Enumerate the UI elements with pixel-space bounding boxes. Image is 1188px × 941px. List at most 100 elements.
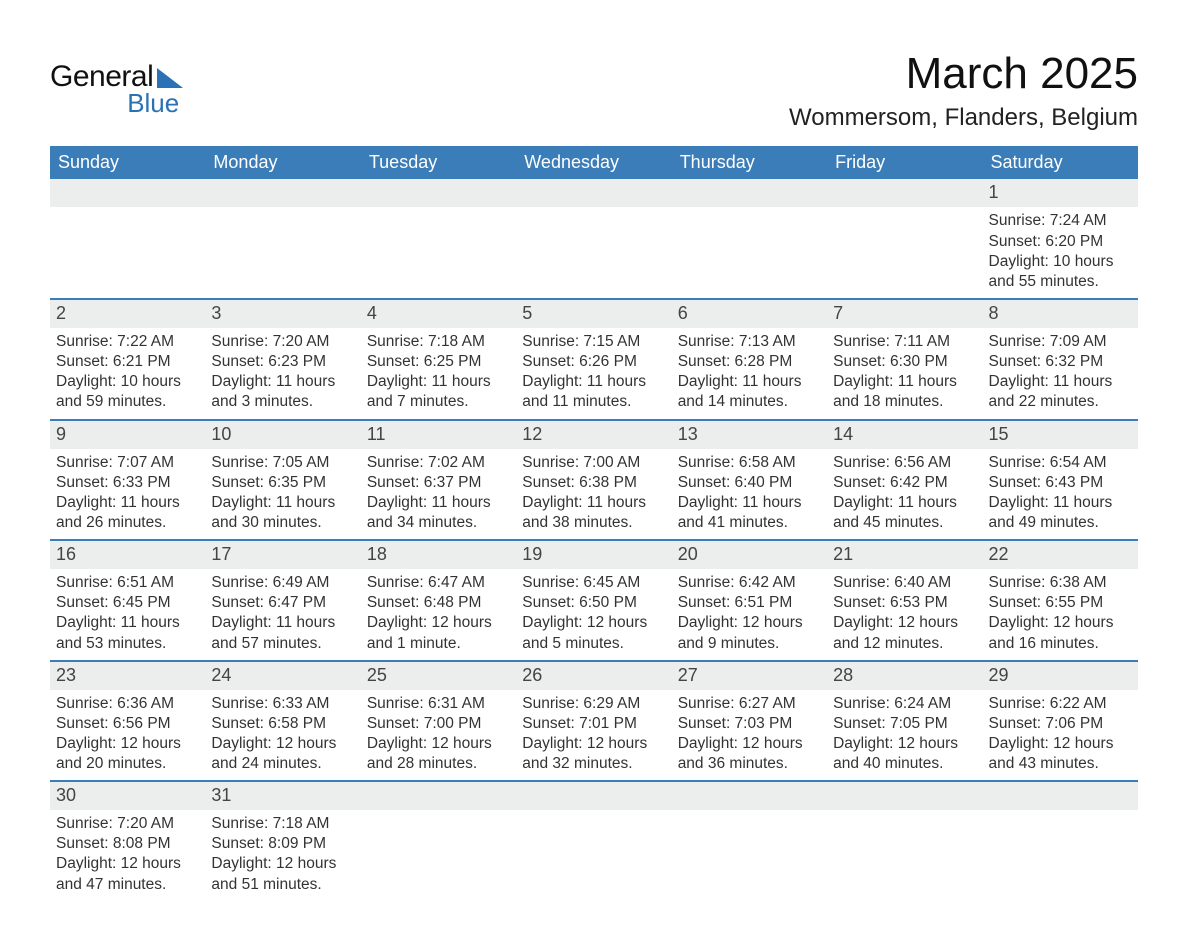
day-number — [516, 782, 671, 810]
day-day1: Daylight: 11 hours — [989, 372, 1132, 392]
day-sunrise: Sunrise: 6:42 AM — [678, 573, 821, 593]
day-number: 8 — [983, 300, 1138, 328]
day-sunrise: Sunrise: 6:58 AM — [678, 453, 821, 473]
day-body — [516, 810, 671, 820]
day-sunset: Sunset: 6:51 PM — [678, 593, 821, 613]
day-sunset: Sunset: 8:08 PM — [56, 834, 199, 854]
day-number: 14 — [827, 421, 982, 449]
day-sunset: Sunset: 6:20 PM — [989, 232, 1132, 252]
day-cell: 9Sunrise: 7:07 AMSunset: 6:33 PMDaylight… — [50, 421, 205, 540]
day-cell: 14Sunrise: 6:56 AMSunset: 6:42 PMDayligh… — [827, 421, 982, 540]
day-body: Sunrise: 7:22 AMSunset: 6:21 PMDaylight:… — [50, 328, 205, 419]
day-cell-empty — [672, 782, 827, 901]
day-cell-empty — [827, 782, 982, 901]
day-body: Sunrise: 6:47 AMSunset: 6:48 PMDaylight:… — [361, 569, 516, 660]
day-sunset: Sunset: 6:40 PM — [678, 473, 821, 493]
day-day2: and 16 minutes. — [989, 634, 1132, 654]
day-body: Sunrise: 7:13 AMSunset: 6:28 PMDaylight:… — [672, 328, 827, 419]
day-day1: Daylight: 12 hours — [989, 734, 1132, 754]
day-sunset: Sunset: 7:06 PM — [989, 714, 1132, 734]
day-cell: 10Sunrise: 7:05 AMSunset: 6:35 PMDayligh… — [205, 421, 360, 540]
day-number: 7 — [827, 300, 982, 328]
day-body: Sunrise: 7:09 AMSunset: 6:32 PMDaylight:… — [983, 328, 1138, 419]
day-sunset: Sunset: 6:28 PM — [678, 352, 821, 372]
weekday-monday: Monday — [205, 146, 360, 179]
day-sunrise: Sunrise: 7:09 AM — [989, 332, 1132, 352]
day-sunset: Sunset: 8:09 PM — [211, 834, 354, 854]
day-cell-empty — [516, 179, 671, 298]
day-number: 23 — [50, 662, 205, 690]
day-day2: and 1 minute. — [367, 634, 510, 654]
day-cell: 15Sunrise: 6:54 AMSunset: 6:43 PMDayligh… — [983, 421, 1138, 540]
day-body: Sunrise: 7:18 AMSunset: 6:25 PMDaylight:… — [361, 328, 516, 419]
day-body: Sunrise: 6:54 AMSunset: 6:43 PMDaylight:… — [983, 449, 1138, 540]
day-day2: and 59 minutes. — [56, 392, 199, 412]
day-day2: and 47 minutes. — [56, 875, 199, 895]
day-sunrise: Sunrise: 7:22 AM — [56, 332, 199, 352]
day-sunrise: Sunrise: 6:27 AM — [678, 694, 821, 714]
day-day2: and 9 minutes. — [678, 634, 821, 654]
day-day2: and 12 minutes. — [833, 634, 976, 654]
day-cell: 7Sunrise: 7:11 AMSunset: 6:30 PMDaylight… — [827, 300, 982, 419]
day-day2: and 40 minutes. — [833, 754, 976, 774]
day-day1: Daylight: 11 hours — [211, 613, 354, 633]
day-body: Sunrise: 6:24 AMSunset: 7:05 PMDaylight:… — [827, 690, 982, 781]
day-number: 22 — [983, 541, 1138, 569]
day-day2: and 49 minutes. — [989, 513, 1132, 533]
day-sunrise: Sunrise: 6:45 AM — [522, 573, 665, 593]
day-cell: 25Sunrise: 6:31 AMSunset: 7:00 PMDayligh… — [361, 662, 516, 781]
day-day2: and 43 minutes. — [989, 754, 1132, 774]
day-body — [361, 207, 516, 217]
day-number: 2 — [50, 300, 205, 328]
day-body: Sunrise: 7:20 AMSunset: 8:08 PMDaylight:… — [50, 810, 205, 901]
day-sunrise: Sunrise: 7:11 AM — [833, 332, 976, 352]
day-sunset: Sunset: 6:26 PM — [522, 352, 665, 372]
weekday-sunday: Sunday — [50, 146, 205, 179]
day-cell: 29Sunrise: 6:22 AMSunset: 7:06 PMDayligh… — [983, 662, 1138, 781]
day-cell-empty — [50, 179, 205, 298]
day-body: Sunrise: 7:00 AMSunset: 6:38 PMDaylight:… — [516, 449, 671, 540]
day-sunrise: Sunrise: 7:18 AM — [367, 332, 510, 352]
day-sunset: Sunset: 7:00 PM — [367, 714, 510, 734]
day-number — [361, 782, 516, 810]
day-day2: and 45 minutes. — [833, 513, 976, 533]
day-day1: Daylight: 12 hours — [367, 613, 510, 633]
day-body: Sunrise: 7:18 AMSunset: 8:09 PMDaylight:… — [205, 810, 360, 901]
day-day1: Daylight: 11 hours — [522, 372, 665, 392]
day-number — [672, 179, 827, 207]
week-row: 1Sunrise: 7:24 AMSunset: 6:20 PMDaylight… — [50, 179, 1138, 298]
day-body — [827, 207, 982, 217]
day-day1: Daylight: 11 hours — [211, 372, 354, 392]
day-cell: 18Sunrise: 6:47 AMSunset: 6:48 PMDayligh… — [361, 541, 516, 660]
day-cell: 20Sunrise: 6:42 AMSunset: 6:51 PMDayligh… — [672, 541, 827, 660]
day-number: 17 — [205, 541, 360, 569]
calendar-page: General Blue March 2025 Wommersom, Fland… — [0, 0, 1188, 941]
day-sunrise: Sunrise: 6:38 AM — [989, 573, 1132, 593]
weekday-tuesday: Tuesday — [361, 146, 516, 179]
day-number: 4 — [361, 300, 516, 328]
day-day2: and 57 minutes. — [211, 634, 354, 654]
day-cell: 23Sunrise: 6:36 AMSunset: 6:56 PMDayligh… — [50, 662, 205, 781]
day-sunrise: Sunrise: 7:07 AM — [56, 453, 199, 473]
week-row: 16Sunrise: 6:51 AMSunset: 6:45 PMDayligh… — [50, 539, 1138, 660]
day-day2: and 18 minutes. — [833, 392, 976, 412]
week-row: 2Sunrise: 7:22 AMSunset: 6:21 PMDaylight… — [50, 298, 1138, 419]
day-body: Sunrise: 6:38 AMSunset: 6:55 PMDaylight:… — [983, 569, 1138, 660]
day-body: Sunrise: 6:45 AMSunset: 6:50 PMDaylight:… — [516, 569, 671, 660]
week-row: 23Sunrise: 6:36 AMSunset: 6:56 PMDayligh… — [50, 660, 1138, 781]
day-sunset: Sunset: 6:55 PM — [989, 593, 1132, 613]
day-number: 28 — [827, 662, 982, 690]
day-cell: 28Sunrise: 6:24 AMSunset: 7:05 PMDayligh… — [827, 662, 982, 781]
day-sunrise: Sunrise: 6:54 AM — [989, 453, 1132, 473]
day-sunset: Sunset: 6:33 PM — [56, 473, 199, 493]
day-day2: and 22 minutes. — [989, 392, 1132, 412]
day-day1: Daylight: 11 hours — [211, 493, 354, 513]
day-sunrise: Sunrise: 6:33 AM — [211, 694, 354, 714]
day-sunrise: Sunrise: 6:56 AM — [833, 453, 976, 473]
day-body: Sunrise: 6:51 AMSunset: 6:45 PMDaylight:… — [50, 569, 205, 660]
day-body: Sunrise: 6:42 AMSunset: 6:51 PMDaylight:… — [672, 569, 827, 660]
day-day1: Daylight: 11 hours — [367, 493, 510, 513]
day-sunrise: Sunrise: 6:31 AM — [367, 694, 510, 714]
day-number — [983, 782, 1138, 810]
day-day1: Daylight: 11 hours — [833, 372, 976, 392]
